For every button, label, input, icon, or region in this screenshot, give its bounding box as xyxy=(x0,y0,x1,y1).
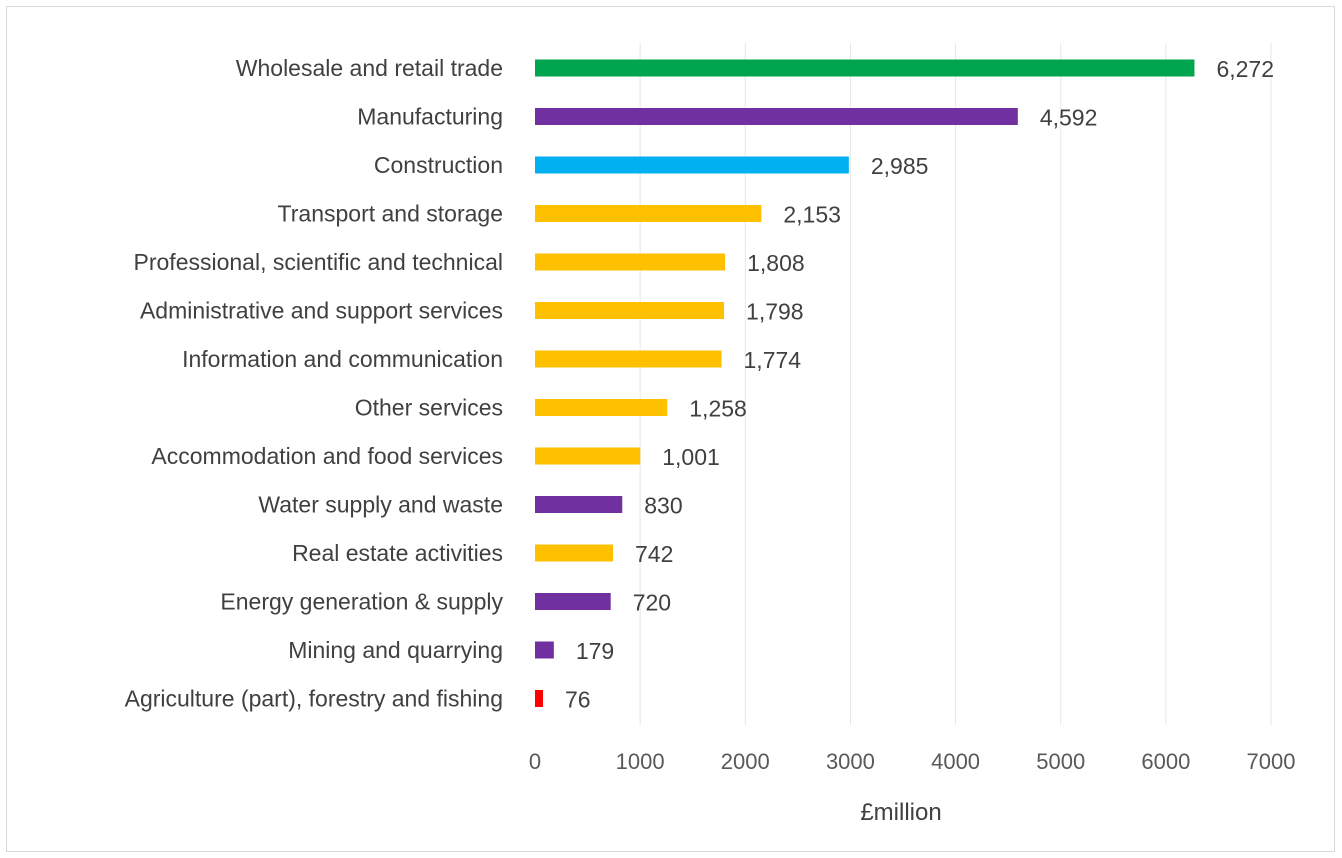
bar xyxy=(535,205,762,222)
category-label: Mining and quarrying xyxy=(288,637,503,663)
bar xyxy=(535,690,543,707)
category-label: Information and communication xyxy=(182,346,503,372)
data-label: 2,985 xyxy=(871,153,929,179)
x-tick-label: 5000 xyxy=(1036,749,1085,774)
data-label: 1,798 xyxy=(746,299,804,325)
category-label: Administrative and support services xyxy=(140,298,503,324)
x-tick-label: 4000 xyxy=(931,749,980,774)
chart-area: Wholesale and retail trade Manufacturing C… xyxy=(6,6,1335,852)
category-labels: Wholesale and retail trade Manufacturing C… xyxy=(125,55,504,712)
bar xyxy=(535,350,722,368)
bar xyxy=(535,399,668,416)
data-label: 2,153 xyxy=(783,202,841,228)
category-label: Construction xyxy=(374,152,503,178)
category-label: Other services xyxy=(355,395,503,421)
data-label: 742 xyxy=(635,541,673,567)
bar xyxy=(535,544,614,562)
x-tick-label: 6000 xyxy=(1141,749,1190,774)
data-label: 4,592 xyxy=(1040,105,1098,131)
bars xyxy=(535,59,1195,707)
bar xyxy=(535,593,611,610)
bar xyxy=(535,108,1018,125)
bar xyxy=(535,59,1195,77)
x-axis-tick-labels: 0 1000 2000 3000 4000 5000 6000 7000 xyxy=(529,749,1296,774)
bar xyxy=(535,302,725,319)
gridlines xyxy=(639,43,1272,725)
data-labels: 6,272 4,592 2,985 2,153 1,808 1,798 1,774 1,258… xyxy=(565,56,1274,713)
data-label: 76 xyxy=(565,687,591,713)
data-label: 1,774 xyxy=(744,347,802,373)
bar xyxy=(535,641,554,659)
category-label: Agriculture (part), forestry and fishing xyxy=(125,686,503,712)
category-label: Manufacturing xyxy=(357,104,503,130)
bar xyxy=(535,156,849,174)
category-label: Accommodation and food services xyxy=(151,443,503,469)
data-label: 179 xyxy=(576,638,614,664)
x-tick-label: 2000 xyxy=(721,749,770,774)
data-label: 1,001 xyxy=(662,444,720,470)
category-label: Water supply and waste xyxy=(258,492,503,518)
data-label: 1,808 xyxy=(747,250,805,276)
x-axis-title: £million xyxy=(860,799,941,826)
data-label: 1,258 xyxy=(689,396,747,422)
data-label: 6,272 xyxy=(1216,56,1274,82)
bar xyxy=(535,253,726,271)
bar xyxy=(535,447,641,465)
data-label: 830 xyxy=(644,493,682,519)
category-label: Energy generation & supply xyxy=(220,589,503,615)
category-label: Wholesale and retail trade xyxy=(236,55,503,81)
x-tick-label: 3000 xyxy=(826,749,875,774)
category-label: Real estate activities xyxy=(292,540,503,566)
x-tick-label: 7000 xyxy=(1247,749,1296,774)
bar xyxy=(535,496,623,513)
bar-chart: Wholesale and retail trade Manufacturing C… xyxy=(125,43,1296,826)
data-label: 720 xyxy=(633,590,671,616)
x-tick-label: 1000 xyxy=(616,749,665,774)
category-label: Professional, scientific and technical xyxy=(134,249,503,275)
x-tick-label: 0 xyxy=(529,749,541,774)
category-label: Transport and storage xyxy=(278,201,503,227)
